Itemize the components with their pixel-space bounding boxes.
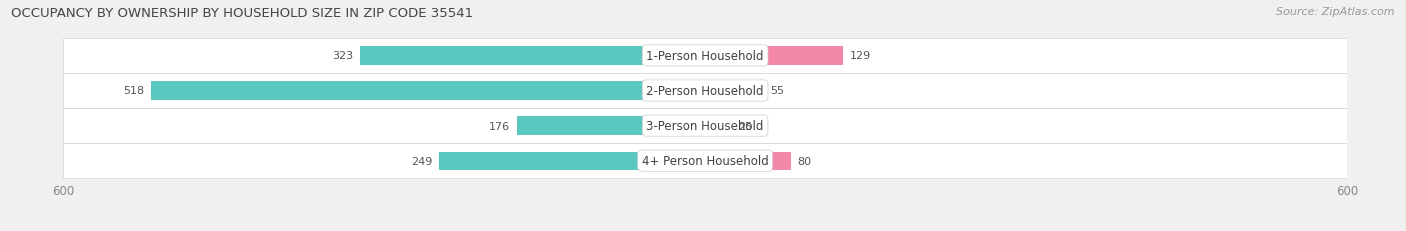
Bar — [63, 143, 1347, 178]
Bar — [150, 82, 704, 100]
Text: 55: 55 — [770, 86, 785, 96]
Text: 129: 129 — [849, 51, 870, 61]
Bar — [704, 82, 763, 100]
Text: 1-Person Household: 1-Person Household — [647, 50, 763, 63]
Text: 249: 249 — [411, 156, 432, 166]
Text: Source: ZipAtlas.com: Source: ZipAtlas.com — [1277, 7, 1395, 17]
Text: 80: 80 — [797, 156, 811, 166]
Text: 25: 25 — [738, 121, 752, 131]
Bar — [63, 74, 1347, 109]
Bar — [360, 47, 704, 65]
Bar — [63, 109, 1347, 143]
Bar — [704, 47, 844, 65]
Text: 2-Person Household: 2-Person Household — [647, 85, 763, 97]
Text: 3-Person Household: 3-Person Household — [647, 120, 763, 133]
Bar — [704, 152, 790, 170]
Bar — [439, 152, 704, 170]
Bar — [704, 117, 733, 135]
Bar — [517, 117, 704, 135]
Text: 518: 518 — [124, 86, 145, 96]
Text: 176: 176 — [489, 121, 510, 131]
Text: 4+ Person Household: 4+ Person Household — [641, 155, 769, 167]
Bar — [63, 39, 1347, 74]
Text: 323: 323 — [332, 51, 353, 61]
Text: OCCUPANCY BY OWNERSHIP BY HOUSEHOLD SIZE IN ZIP CODE 35541: OCCUPANCY BY OWNERSHIP BY HOUSEHOLD SIZE… — [11, 7, 474, 20]
